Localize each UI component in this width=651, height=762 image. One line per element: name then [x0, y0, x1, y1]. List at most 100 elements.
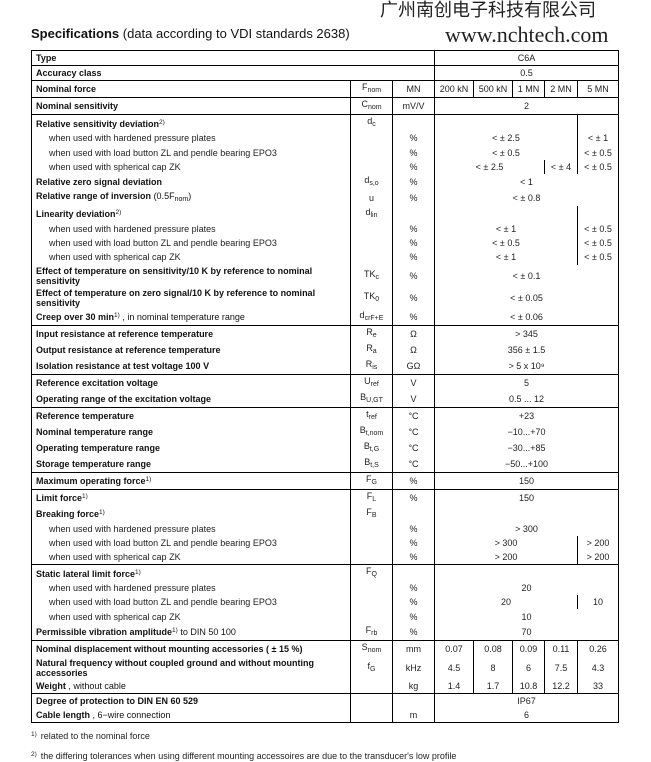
footnote-ref: 2) [159, 118, 165, 126]
spec-row: Isolation resistance at test voltage 100… [32, 357, 619, 374]
spec-row: Operating range of the excitation voltag… [32, 390, 619, 407]
symbol-subscript: U,GT [366, 396, 383, 404]
spec-symbol: Ris [350, 357, 393, 374]
spec-row: Natural frequency without coupled ground… [32, 656, 619, 679]
title-subtitle: (data according to VDI standards 2638) [122, 26, 350, 41]
spec-label: Limit force1) [31, 488, 351, 506]
spec-label: Reference excitation voltage [31, 373, 351, 391]
footnote-ref: 1) [135, 568, 141, 576]
spec-unit: % [391, 623, 435, 641]
watermark-company: 广州南创电子科技有限公司 [380, 0, 596, 21]
spec-value: IP67 [434, 692, 619, 708]
spec-symbol: TKc [350, 264, 393, 287]
spec-value: 1.7 [473, 678, 513, 694]
spec-label: Relative sensitivity deviation2) [31, 114, 351, 132]
spec-subrow: when used with hardened pressure plates%… [32, 521, 619, 536]
symbol-base: B [360, 391, 367, 402]
spec-symbol: Bt,nom [350, 423, 393, 440]
spec-row: Type C6A [31, 49, 619, 66]
spec-unit: kHz [391, 656, 435, 679]
label-text: Nominal displacement without mounting ac… [36, 643, 303, 654]
footnote-mark: 2) [31, 751, 37, 759]
spec-unit [391, 692, 435, 708]
spec-value: < ± 0.5 [577, 159, 619, 174]
spec-row: Limit force1) FL% 150 [31, 488, 619, 506]
spec-symbol: Bt,G [350, 439, 393, 456]
spec-label: Type [31, 49, 435, 66]
symbol-base: d [365, 206, 371, 217]
symbol-subscript: a [372, 347, 377, 355]
symbol-base: B [359, 424, 366, 435]
label-text: when used with load button ZL and pendle… [49, 147, 277, 158]
spec-value: 0.08 [473, 639, 513, 657]
spec-value [577, 114, 619, 132]
spec-unit: % [391, 145, 435, 160]
spec-value: 0.5 ... 12 [434, 390, 619, 407]
label-text: Permissible vibration amplitude [36, 627, 173, 638]
spec-value: +23 [434, 406, 619, 424]
spec-symbol [350, 678, 393, 694]
symbol-base: F [366, 506, 372, 517]
spec-unit [391, 205, 435, 222]
spec-symbol: FG [350, 471, 393, 489]
spec-value: 6 [512, 656, 545, 679]
spec-row: Permissible vibration amplitude1) to DIN… [32, 623, 619, 641]
symbol-subscript: nom [367, 87, 382, 95]
spec-value: 70 [434, 623, 619, 641]
spec-symbol: FQ [350, 564, 393, 582]
label-extra-sub: nom [174, 195, 189, 203]
spec-symbol: Re [350, 324, 393, 342]
spec-value: < ± 0.5 [577, 145, 619, 160]
spec-unit: % [391, 581, 435, 596]
symbol-base: t [366, 408, 369, 419]
spec-label: when used with hardened pressure plates [32, 522, 351, 536]
spec-value: > 345 [434, 324, 619, 342]
spec-value: 8 [473, 656, 513, 679]
spec-unit: °C [391, 406, 435, 424]
spec-content: Type C6A Accuracy class 0.5 Nominal force Fno… [31, 49, 620, 762]
spec-unit: % [391, 488, 435, 506]
spec-value: 2 MN [544, 80, 578, 98]
spec-value: 1 MN [512, 80, 545, 98]
spec-unit: % [391, 609, 435, 624]
symbol-base: B [363, 440, 370, 451]
symbol-subscript: B [371, 511, 377, 519]
label-text: Nominal temperature range [36, 426, 154, 437]
spec-value: 1.4 [434, 678, 474, 694]
spec-value: > 300 [434, 521, 619, 536]
label-text: Natural frequency without coupled ground… [36, 657, 314, 678]
spec-value [434, 205, 578, 222]
label-text: Degree of protection to DIN EN 60 529 [36, 695, 199, 706]
spec-symbol: dlin [350, 205, 393, 222]
spec-row: Weight , without cable kg 1.4 1.7 10.8 12.2 33 [32, 678, 619, 694]
symbol-subscript: crF+E [364, 314, 384, 322]
spec-symbol [350, 250, 393, 265]
spec-unit: % [391, 264, 435, 287]
spec-value: < ± 0.5 [577, 221, 619, 237]
footnote-mark: 1) [31, 731, 37, 739]
symbol-base: d [364, 174, 370, 185]
spec-row: Cable length , 6−wire connection m 6 [32, 708, 619, 723]
label-text: Creep over 30 min [36, 312, 115, 322]
spec-value: 150 [434, 488, 619, 506]
symbol-subscript: is [372, 363, 378, 371]
spec-subrow: when used with load button ZL and pendle… [32, 236, 619, 251]
spec-symbol: tref [350, 406, 393, 424]
footnote-2: 2) the differing tolerances when using di… [31, 749, 618, 762]
spec-row: Reference temperature tref °C +23 [31, 406, 619, 424]
spec-value: < ± 2.5 [434, 131, 578, 146]
spec-symbol [350, 221, 393, 237]
spec-row: Reference excitation voltage Uref V 5 [31, 373, 619, 391]
spec-symbol: Ra [350, 341, 393, 358]
spec-subrow: when used with load button ZL and pendle… [32, 145, 619, 160]
spec-row: Breaking force1) FB [32, 505, 619, 522]
spec-value [434, 505, 619, 522]
symbol-base: F [361, 82, 368, 93]
label-extra: , 6−wire connection [92, 710, 171, 721]
symbol-base: F [366, 490, 373, 501]
symbol-base: TK [363, 290, 376, 301]
symbol-subscript: nom [367, 646, 382, 654]
spec-value: −50...+100 [434, 455, 619, 472]
spec-label: Relative range of inversion (0.5Fnom) [32, 190, 351, 206]
label-text: Reference excitation voltage [36, 377, 159, 388]
